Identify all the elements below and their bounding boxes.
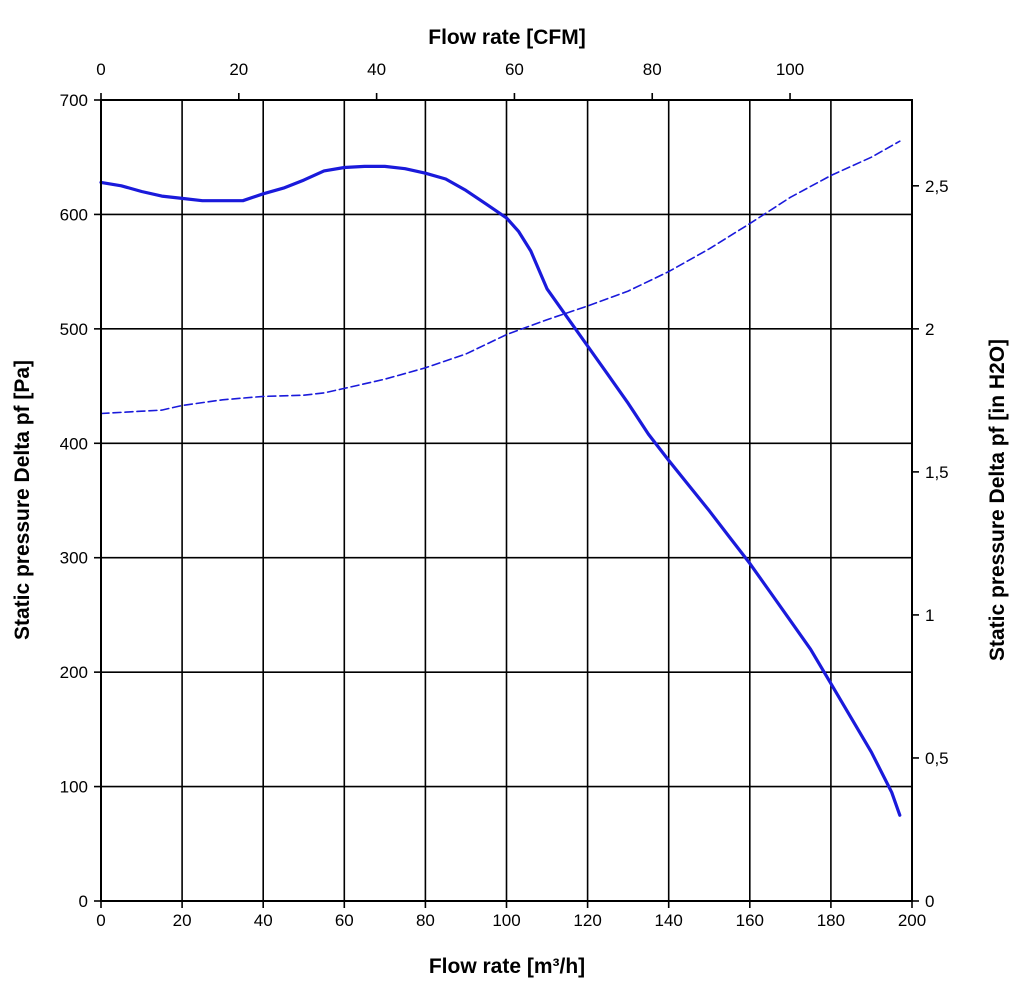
y-tick-label: 300 bbox=[60, 549, 88, 568]
y2-tick-label: 0,5 bbox=[925, 749, 949, 768]
y2-axis-title: Static pressure Delta pf [in H2O] bbox=[986, 339, 1009, 661]
x2-tick-label: 100 bbox=[776, 60, 804, 79]
x-axis-title: Flow rate [m³/h] bbox=[429, 955, 585, 978]
y-tick-label: 200 bbox=[60, 663, 88, 682]
ticks-layer bbox=[94, 93, 919, 908]
x-tick-label: 200 bbox=[898, 911, 926, 930]
y-tick-label: 400 bbox=[60, 434, 88, 453]
x2-axis-title: Flow rate [CFM] bbox=[428, 26, 586, 49]
x2-tick-label: 80 bbox=[643, 60, 662, 79]
x-tick-label: 20 bbox=[173, 911, 192, 930]
series-layer bbox=[99, 140, 902, 817]
y-axis-title: Static pressure Delta pf [Pa] bbox=[11, 360, 34, 640]
pressure-series-line bbox=[99, 164, 902, 817]
y2-tick-label: 1,5 bbox=[925, 463, 949, 482]
x-tick-label: 80 bbox=[416, 911, 435, 930]
y2-tick-label: 2,5 bbox=[925, 177, 949, 196]
y-tick-label: 700 bbox=[60, 91, 88, 110]
x-tick-label: 40 bbox=[254, 911, 273, 930]
x-tick-label: 100 bbox=[492, 911, 520, 930]
y-tick-label: 500 bbox=[60, 320, 88, 339]
x2-tick-label: 60 bbox=[505, 60, 524, 79]
x2-tick-label: 40 bbox=[367, 60, 386, 79]
x2-tick-label: 20 bbox=[229, 60, 248, 79]
y2-tick-label: 1 bbox=[925, 606, 934, 625]
dashed-series-line bbox=[100, 140, 901, 415]
x2-tick-label: 0 bbox=[96, 60, 105, 79]
y2-tick-label: 0 bbox=[925, 892, 934, 911]
x-tick-label: 160 bbox=[736, 911, 764, 930]
x-tick-label: 120 bbox=[573, 911, 601, 930]
y-tick-label: 600 bbox=[60, 205, 88, 224]
tick-labels-layer: 0 20 40 60 80 100 120 140 160 180 2000100200300400… bbox=[60, 60, 949, 930]
y2-tick-label: 2 bbox=[925, 320, 934, 339]
grid-layer bbox=[101, 100, 912, 901]
y-tick-label: 100 bbox=[60, 778, 88, 797]
x-tick-label: 0 bbox=[96, 911, 105, 930]
x-tick-label: 140 bbox=[655, 911, 683, 930]
x-tick-label: 180 bbox=[817, 911, 845, 930]
x-tick-label: 60 bbox=[335, 911, 354, 930]
y-tick-label: 0 bbox=[79, 892, 88, 911]
